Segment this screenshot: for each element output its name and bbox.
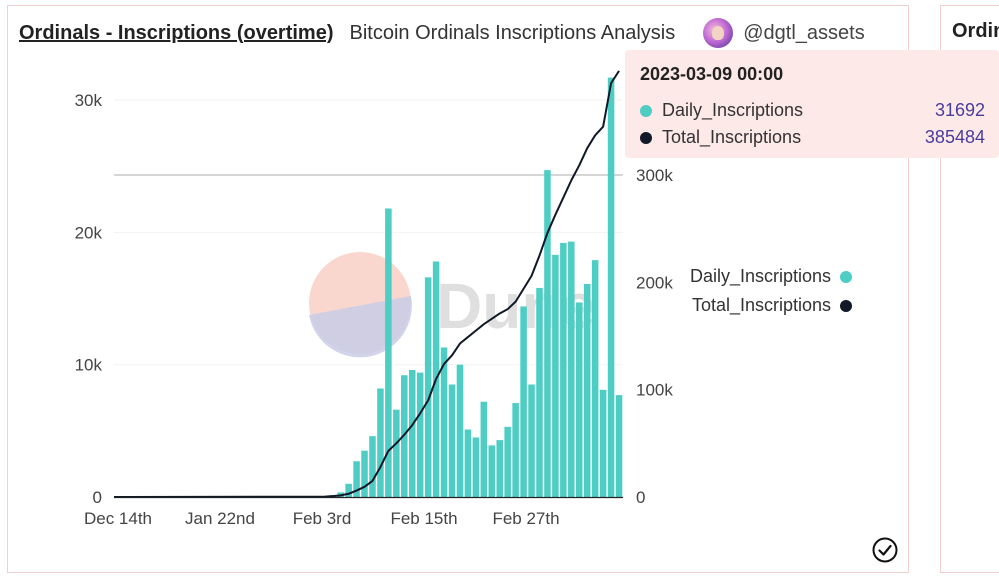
author-handle-link[interactable]: @dgtl_assets [743,21,865,44]
bar[interactable] [512,403,519,497]
bar[interactable] [456,364,464,497]
next-panel-title[interactable]: Ordin [952,20,999,42]
tooltip-dot-daily [640,104,652,117]
x-tick-label: Feb 27th [492,509,559,528]
tooltip-dot-total [640,131,652,144]
x-tick-label: Feb 15th [390,509,457,528]
bar[interactable] [560,242,567,497]
tooltip-value-daily: 31692 [934,100,985,120]
tooltip-label-total: Total_Inscriptions [662,127,802,147]
bar[interactable] [440,347,448,497]
bar[interactable] [464,429,472,497]
bar[interactable] [353,461,360,497]
bar[interactable] [472,437,480,497]
bar[interactable] [591,260,599,497]
chart-header: Ordinals - Inscriptions (overtime) Bitco… [19,18,865,48]
y-left-tick-label: 0 [93,488,102,507]
legend-item-daily[interactable]: Daily_Inscriptions [690,262,853,291]
avatar-icon[interactable] [703,18,734,48]
y-right-tick-label: 100k [636,381,673,400]
bar[interactable] [528,384,535,497]
bar[interactable] [615,395,623,497]
bar[interactable] [416,372,424,497]
y-left-tick-label: 10k [75,356,103,375]
bar[interactable] [552,254,559,497]
line-series [113,70,620,498]
y-right-tick-label: 300k [636,166,673,185]
bar[interactable] [369,436,376,497]
legend: Daily_Inscriptions Total_Inscriptions [690,262,853,320]
bar[interactable] [377,388,384,497]
bar[interactable] [408,369,416,497]
x-tick-label: Jan 22nd [185,509,255,528]
bar[interactable] [393,409,400,497]
legend-label-total: Total_Inscriptions [691,295,832,315]
tooltip-row-daily: Daily_Inscriptions 31692 [640,97,985,124]
axes: 0 10k 20k 30k 0 100k 200k 300k Dec 14th Jan 22nd F… [75,91,674,528]
bar[interactable] [568,241,575,497]
bar[interactable] [480,401,488,497]
bar[interactable] [448,384,456,497]
x-tick-label: Feb 3rd [293,509,352,528]
bar[interactable] [385,208,392,497]
bar[interactable] [576,302,583,497]
legend-dot-daily [840,270,853,283]
tooltip: 2023-03-09 00:00 Daily_Inscriptions 3169… [625,50,999,158]
y-right-tick-label: 200k [636,273,673,292]
total-line [113,70,620,498]
tooltip-row-total: Total_Inscriptions 385484 [640,124,985,151]
legend-item-total[interactable]: Total_Inscriptions [690,291,853,320]
chart-subtitle: Bitcoin Ordinals Inscriptions Analysis [349,21,676,44]
bar[interactable] [504,426,511,497]
bar-highlighted[interactable] [607,77,615,498]
bar[interactable] [424,277,432,497]
bar[interactable] [345,483,352,497]
avatar-face [712,26,725,40]
chart-title-link[interactable]: Ordinals - Inscriptions (overtime) [19,21,334,44]
bar[interactable] [520,306,527,497]
y-right-tick-label: 0 [636,488,645,507]
x-tick-label: Dec 14th [84,509,152,528]
bar[interactable] [361,450,368,497]
bar[interactable] [536,287,543,497]
legend-dot-total [840,299,853,312]
y-left-tick-label: 20k [75,223,103,242]
bar[interactable] [544,170,551,497]
tooltip-date: 2023-03-09 00:00 [640,64,784,84]
bar[interactable] [488,445,496,497]
y-left-tick-label: 30k [75,91,103,110]
bar[interactable] [583,283,591,497]
bar[interactable] [496,440,503,497]
tooltip-label-daily: Daily_Inscriptions [662,100,804,120]
bar[interactable] [599,389,607,497]
tooltip-value-total: 385484 [924,127,985,147]
check-circle-icon[interactable] [872,537,898,563]
legend-label-daily: Daily_Inscriptions [690,266,832,286]
